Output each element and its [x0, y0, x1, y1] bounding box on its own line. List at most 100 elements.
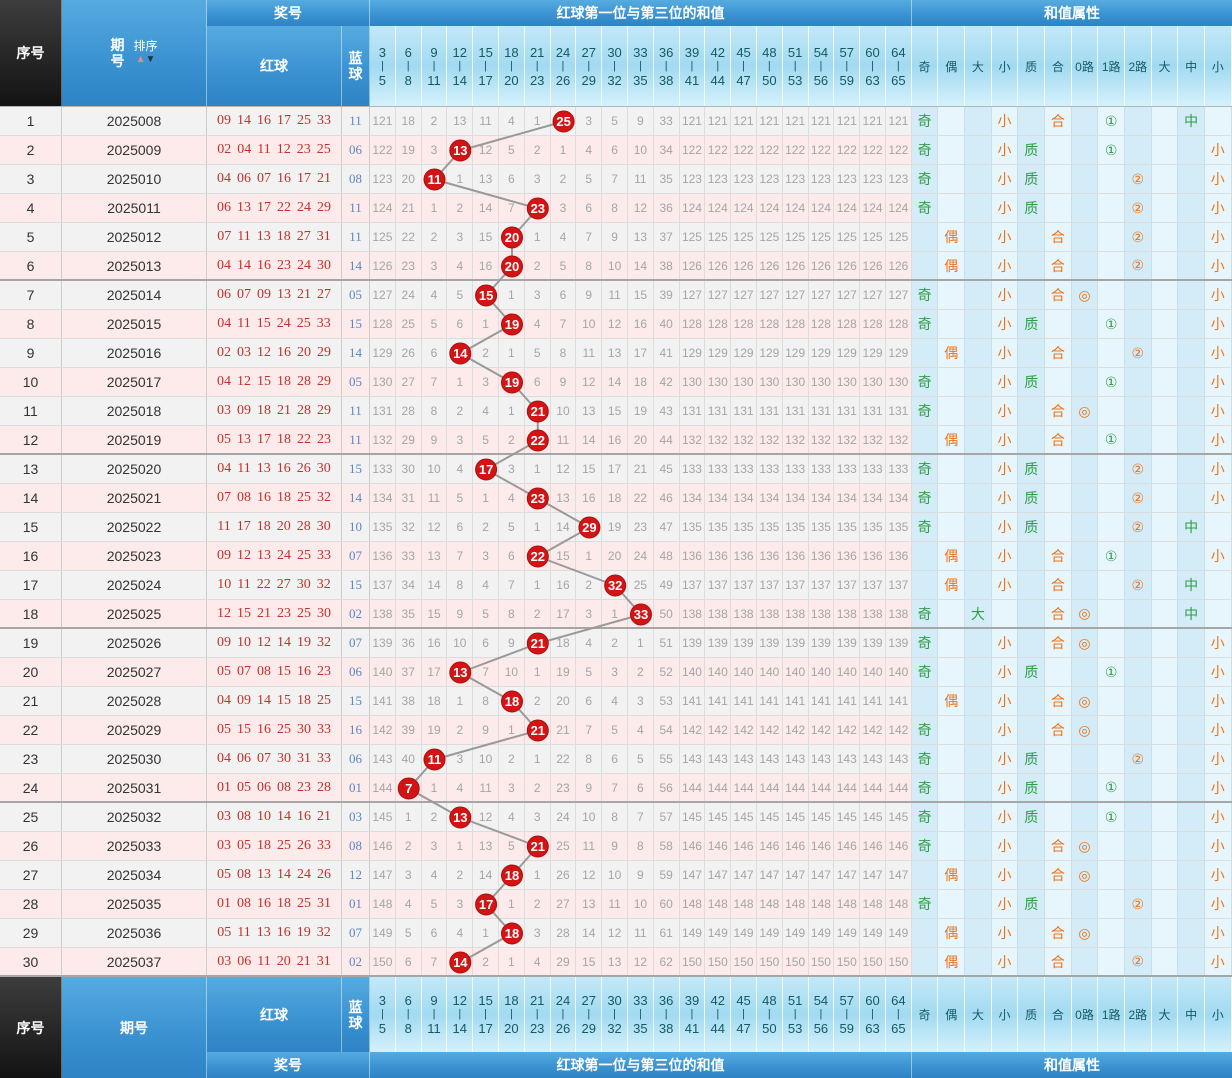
attr-cell	[1045, 513, 1072, 541]
attr-cell: 小	[1204, 861, 1232, 889]
attr-cell: 小	[991, 310, 1019, 338]
sum-miss-cell: 12	[628, 948, 654, 975]
attr-cell: ①	[1098, 136, 1125, 164]
attr-cell	[1071, 194, 1099, 222]
range-top: 36	[658, 44, 674, 60]
attr-cell	[938, 107, 966, 135]
sum-section-title: 红球第一位与第三位的和值	[370, 0, 912, 26]
attr-cell: 偶	[938, 861, 966, 889]
sum-miss-cell: 25	[628, 571, 654, 599]
attr-cell: 小	[991, 484, 1019, 512]
sum-miss-cell: 144	[886, 774, 912, 801]
attr-cell	[911, 542, 939, 570]
attr-header: 0路	[1071, 977, 1099, 1052]
attr-cell: 偶	[938, 223, 966, 251]
sum-miss-cell: 145	[370, 803, 396, 831]
sum-miss-cell: 148	[757, 890, 783, 918]
sum-miss-cell: 136	[705, 542, 732, 570]
period-cell: 2025031	[62, 774, 207, 801]
attr-cell: 小	[1204, 716, 1232, 744]
sum-miss-cell: 126	[834, 252, 861, 279]
range-top: 6	[404, 993, 412, 1008]
sum-miss-cell: 132	[886, 426, 912, 453]
attr-cell	[965, 687, 992, 715]
range-bottom: 29	[581, 1021, 596, 1036]
sum-miss-cell: 15	[576, 948, 603, 975]
sum-miss-cell: 7	[422, 948, 448, 975]
attr-cell: 小	[991, 832, 1019, 860]
red-ball: 16	[297, 809, 311, 824]
red-ball: 14	[277, 635, 291, 650]
range-bottom: 23	[529, 1021, 545, 1036]
range-bottom: 56	[813, 72, 829, 88]
red-balls: 03 08 10 14 16 21	[207, 803, 342, 831]
sum-range-header: 60 | 63	[860, 977, 886, 1052]
attr-header: 偶	[938, 977, 966, 1052]
attr-cell	[1045, 658, 1072, 686]
sum-miss-cell: 146	[370, 832, 396, 860]
sum-range-header: 64 | 65	[885, 977, 912, 1052]
red-ball: 03	[217, 838, 231, 853]
sum-range-header: 33 | 35	[627, 977, 654, 1052]
sum-miss-cell: 23	[551, 774, 577, 801]
sum-miss-cell: 14	[422, 571, 448, 599]
sum-miss-cell: 2	[396, 832, 422, 860]
red-ball: 23	[277, 605, 291, 621]
red-ball: 15	[257, 374, 271, 389]
attr-cell	[1178, 629, 1205, 657]
sum-miss-cell: 150	[809, 948, 835, 975]
attr-cell: 质	[1018, 455, 1046, 483]
sum-miss-cell: 26	[396, 339, 422, 367]
attr-cell	[1151, 339, 1179, 367]
sort-asc-icon[interactable]: ▲	[135, 54, 146, 65]
sum-miss-cell: 125	[886, 223, 912, 251]
sum-miss-cell: 150	[370, 948, 396, 975]
sum-miss-cell: 16	[576, 484, 603, 512]
sum-miss-cell: 127	[783, 281, 809, 309]
sum-miss-cell: 23	[628, 513, 654, 541]
sum-miss-cell: 127	[731, 281, 757, 309]
seq-cell: 25	[0, 803, 62, 831]
sum-miss-cell: 141	[860, 687, 886, 715]
sum-miss-cell: 2	[422, 803, 448, 831]
attr-cell: 合	[1045, 339, 1072, 367]
sum-range-header: 57 | 59	[834, 26, 861, 106]
sum-miss-cell: 34	[396, 571, 422, 599]
sum-miss-cell: 149	[860, 919, 886, 947]
attr-cell: 偶	[938, 542, 966, 570]
sum-miss-cell: 54	[654, 716, 680, 744]
sort-desc-icon[interactable]: ▼	[145, 54, 156, 65]
sum-miss-cell: 125	[783, 223, 809, 251]
attr-cell: 小	[991, 368, 1019, 396]
sum-miss-cell: 14	[576, 919, 603, 947]
sort-control[interactable]: 排序 ▲▼	[133, 40, 157, 65]
red-ball: 18	[276, 229, 291, 244]
attr-cell	[965, 194, 992, 222]
attr-cell	[1045, 194, 1072, 222]
blue-ball: 11	[342, 107, 370, 135]
period-cell: 2025009	[62, 136, 207, 164]
sum-miss-cell: 4	[473, 571, 499, 599]
sum-miss-cell: 136	[809, 542, 835, 570]
red-balls: 05 07 08 15 16 23	[207, 658, 342, 686]
range-bottom: 35	[633, 72, 648, 88]
attr-cell: ②	[1124, 890, 1152, 918]
range-top: 3	[378, 44, 387, 60]
attr-cell	[911, 223, 939, 251]
seq-cell: 1	[0, 107, 62, 135]
range-bottom: 47	[736, 1021, 751, 1036]
sum-miss-cell: 9	[473, 716, 499, 744]
range-bottom: 11	[427, 1021, 441, 1036]
attr-header: 2路	[1124, 26, 1152, 106]
sum-miss-cell: 131	[834, 397, 861, 425]
sum-miss-cell: 16	[422, 629, 448, 657]
sum-miss-cell: 38	[396, 687, 422, 715]
sum-miss-cell: 129	[370, 339, 396, 367]
sum-miss-cell: 129	[834, 339, 861, 367]
range-separator: |	[509, 1008, 513, 1020]
attr-cell	[965, 542, 992, 570]
sum-miss-cell: 10	[422, 455, 448, 483]
sum-miss-cell: 130	[705, 368, 732, 396]
attr-cell	[965, 165, 992, 193]
seq-cell: 13	[0, 455, 62, 483]
